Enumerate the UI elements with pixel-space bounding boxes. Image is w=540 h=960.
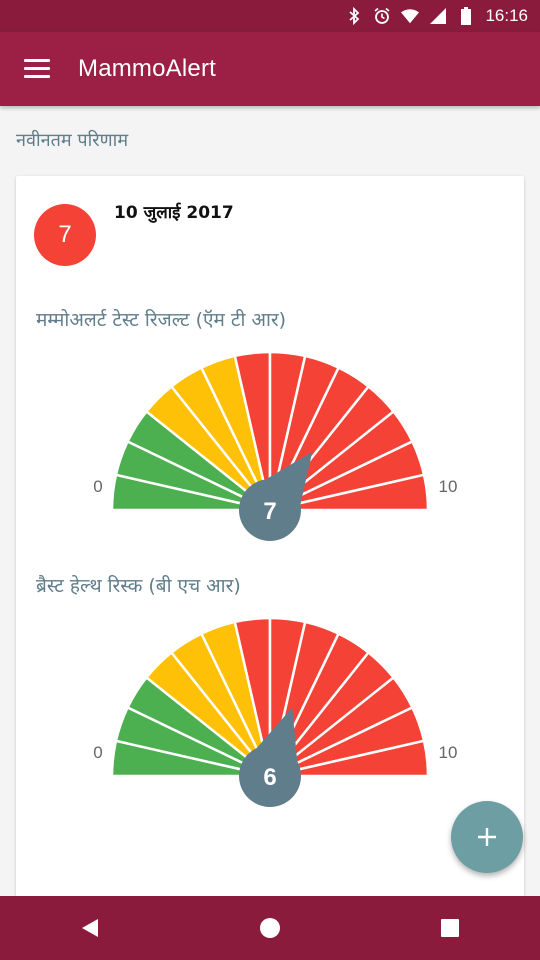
status-bar: 16:16 [0, 0, 540, 32]
hamburger-menu-icon[interactable] [24, 59, 50, 79]
score-badge: 7 [34, 204, 96, 266]
gauge-value-label: 7 [263, 498, 276, 525]
result-card[interactable]: 7 10 जुलाई 2017 मम्मोअलर्ट टेस्ट रिजल्ट … [16, 176, 524, 916]
gauge-title-mtr: मम्मोअलर्ट टेस्ट रिजल्ट (ऍम टी आर) [36, 309, 287, 331]
gauge-mtr: 7 0 10 [16, 342, 524, 562]
app-bar: MammoAlert [0, 32, 540, 106]
nav-bar [0, 896, 540, 960]
gauge-min-label: 0 [93, 743, 102, 762]
wifi-icon [401, 7, 420, 25]
plus-icon [478, 828, 496, 846]
gauge-max-label: 10 [439, 477, 458, 496]
home-icon [260, 918, 280, 938]
recents-button[interactable] [420, 898, 480, 958]
app-title: MammoAlert [78, 55, 217, 82]
gauge-title-bhr: ब्रैस्ट हेल्थ रिस्क (बी एच आर) [36, 575, 241, 597]
gauge-hub [239, 479, 301, 541]
result-date: 10 जुलाई 2017 [114, 203, 234, 223]
status-time: 16:16 [485, 6, 528, 25]
gauge-value-label: 6 [263, 764, 276, 791]
add-result-button[interactable] [451, 801, 523, 873]
section-title: नवीनतम परिणाम [16, 130, 129, 151]
alarm-icon [373, 7, 391, 25]
home-button[interactable] [240, 898, 300, 958]
gauge-hub [239, 745, 301, 807]
battery-icon [457, 7, 475, 25]
bluetooth-icon [345, 7, 363, 25]
recents-icon [441, 919, 459, 937]
back-icon [82, 919, 98, 937]
gauge-segment [295, 739, 430, 778]
signal-icon [429, 7, 447, 25]
back-button[interactable] [60, 898, 120, 958]
gauge-bhr: 6 0 10 [16, 608, 524, 828]
gauge-max-label: 10 [439, 743, 458, 762]
gauge-min-label: 0 [93, 477, 102, 496]
gauge-segment [295, 473, 430, 512]
